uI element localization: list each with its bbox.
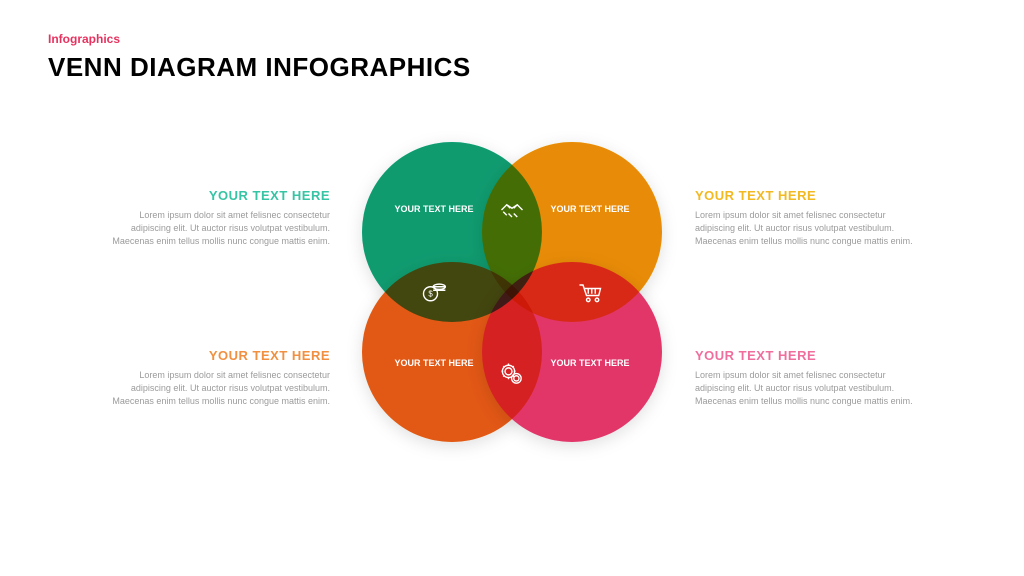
gears-icon: [496, 358, 528, 390]
eyebrow: Infographics: [48, 32, 120, 46]
callout-heading: YOUR TEXT HERE: [695, 188, 915, 203]
venn-overlap-br: [482, 262, 662, 442]
callout-heading: YOUR TEXT HERE: [110, 188, 330, 203]
callout-heading: YOUR TEXT HERE: [695, 348, 915, 363]
callout-body: Lorem ipsum dolor sit amet felisnec cons…: [695, 369, 915, 408]
callout-top-right: YOUR TEXT HERE Lorem ipsum dolor sit ame…: [695, 188, 915, 248]
callout-bottom-right: YOUR TEXT HERE Lorem ipsum dolor sit ame…: [695, 348, 915, 408]
venn-label-bottom-right: YOUR TEXT HERE: [550, 358, 630, 369]
cart-icon: [574, 276, 606, 308]
svg-text:$: $: [428, 289, 433, 298]
venn-label-top-right: YOUR TEXT HERE: [550, 204, 630, 215]
callout-body: Lorem ipsum dolor sit amet felisnec cons…: [110, 369, 330, 408]
callout-bottom-left: YOUR TEXT HERE Lorem ipsum dolor sit ame…: [110, 348, 330, 408]
venn-label-bottom-left: YOUR TEXT HERE: [394, 358, 474, 369]
handshake-icon: [496, 194, 528, 226]
page-title: VENN DIAGRAM INFOGRAPHICS: [48, 52, 471, 83]
venn-label-top-left: YOUR TEXT HERE: [394, 204, 474, 215]
callout-body: Lorem ipsum dolor sit amet felisnec cons…: [695, 209, 915, 248]
callout-top-left: YOUR TEXT HERE Lorem ipsum dolor sit ame…: [110, 188, 330, 248]
venn-diagram: YOUR TEXT HERE YOUR TEXT HERE YOUR TEXT …: [360, 140, 664, 444]
callout-heading: YOUR TEXT HERE: [110, 348, 330, 363]
callout-body: Lorem ipsum dolor sit amet felisnec cons…: [110, 209, 330, 248]
coins-icon: $: [418, 276, 450, 308]
